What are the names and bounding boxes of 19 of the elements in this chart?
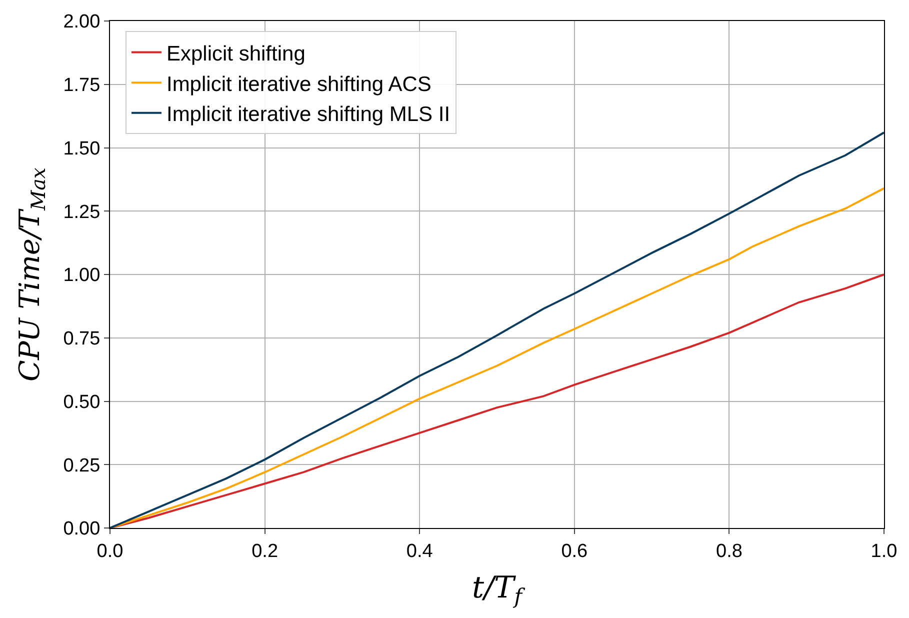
y-tick-label: 0.50 xyxy=(63,392,100,413)
x-tick-label: 0.4 xyxy=(406,540,434,562)
y-tick-label: 1.75 xyxy=(63,75,100,96)
y-tick-label: 1.50 xyxy=(63,138,100,160)
y-tick-label: 2.00 xyxy=(63,12,100,33)
x-axis-title: t/T$_{f}$ xyxy=(472,570,526,609)
y-tick-label: 1.25 xyxy=(63,202,100,223)
y-tick-label: 1.00 xyxy=(63,265,100,286)
y-tick-label: 0.00 xyxy=(63,518,100,540)
x-tick-label: 0.0 xyxy=(96,540,124,562)
x-tick-label: 0.2 xyxy=(252,540,278,562)
legend-label: Implicit iterative shifting ACS xyxy=(166,72,432,96)
x-tick-label: 1.0 xyxy=(870,540,898,562)
legend-label: Explicit shifting xyxy=(166,42,306,66)
y-tick-label: 0.75 xyxy=(63,328,100,350)
y-tick-label: 0.25 xyxy=(63,455,100,476)
x-tick-label: 0.8 xyxy=(716,540,742,562)
x-tick-label: 0.6 xyxy=(561,540,588,562)
legend-label: Implicit iterative shifting MLS II xyxy=(166,103,450,126)
